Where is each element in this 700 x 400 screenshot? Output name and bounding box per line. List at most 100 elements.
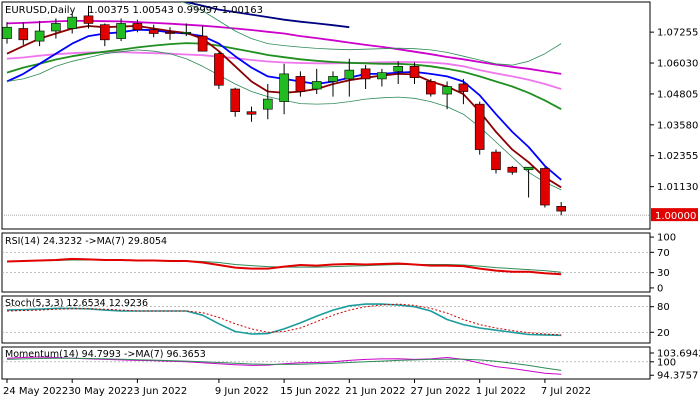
rsi-label: RSI(14) 24.3232 ->MA(7) 29.8054 (5, 236, 167, 247)
price-tick-label-1: 1.06030 (657, 59, 698, 70)
rsi-tick-label-2: 30 (657, 268, 670, 279)
momentum-line-0 (6, 356, 562, 375)
candle-body-11 (181, 31, 192, 34)
candle-body-3 (51, 23, 61, 32)
candle-14 (230, 87, 240, 117)
candle-body-9 (148, 29, 159, 34)
symbol-label: EURUSD,Daily (5, 5, 76, 16)
candle-body-21 (344, 69, 355, 80)
candle-29 (474, 101, 485, 155)
candle-body-18 (295, 76, 306, 92)
candle-body-29 (474, 103, 485, 150)
candle-28 (458, 78, 469, 105)
momentum-tick-label-1: 100 (657, 357, 676, 368)
date-label-3: 9 Jun 2022 (215, 386, 269, 397)
candle-13 (214, 52, 224, 90)
price-plot-area (2, 2, 567, 216)
candle-21 (344, 58, 355, 97)
candle-8 (132, 19, 143, 33)
stoch-tick-label-0: 80 (657, 302, 670, 313)
date-label-1: 30 May 2022 (68, 386, 133, 397)
rsi-tick-label-0: 100 (657, 233, 676, 244)
candle-body-1 (18, 28, 29, 41)
current-price-tag (651, 208, 698, 222)
candle-11 (181, 23, 192, 37)
price-tick-label-3: 1.03580 (657, 120, 698, 131)
candle-body-12 (197, 35, 208, 52)
rsi-panel-frame (1, 232, 651, 293)
current-price-label: 1.00000 (655, 211, 696, 222)
candle-5 (83, 5, 94, 29)
candle-10 (165, 27, 175, 40)
candle-25 (409, 62, 420, 84)
candle-body-7 (116, 23, 126, 39)
momentum-label: Momentum(14) 94.7993 ->MA(7) 96.3653 (5, 349, 206, 360)
price-tick-label-0: 1.07255 (657, 28, 698, 39)
candle-body-13 (214, 53, 224, 86)
candle-2 (34, 20, 45, 47)
ma-line-0 (182, 2, 350, 29)
candle-body-6 (100, 24, 110, 41)
candle-30 (491, 149, 501, 174)
rsi-panel: 100 70 30 0 RSI(14) 24.3232 ->MA(7) 29.8054 (1, 232, 676, 294)
candle-body-23 (377, 72, 387, 80)
candle-19 (311, 68, 322, 95)
candle-body-10 (165, 31, 175, 34)
candle-33 (540, 167, 550, 208)
stoch-line-0 (6, 303, 562, 337)
stoch-line-1 (6, 303, 562, 336)
momentum-tick-label-2: 94.3757 (657, 371, 698, 382)
candle-7 (116, 18, 126, 42)
candle-body-8 (132, 23, 143, 31)
stoch-tick-label-1: 20 (657, 328, 670, 339)
candle-body-5 (83, 15, 94, 24)
date-label-8: 7 Jul 2022 (541, 386, 591, 397)
candle-0 (2, 22, 12, 44)
price-panel-frame (1, 1, 651, 230)
candle-body-25 (409, 66, 420, 78)
candle-body-31 (507, 166, 518, 173)
ma-line-6 (180, 2, 562, 66)
price-tick-label-4: 1.02355 (657, 151, 698, 162)
candle-16 (262, 83, 273, 120)
candle-9 (148, 24, 159, 38)
candle-body-27 (442, 86, 452, 95)
candle-26 (425, 78, 436, 97)
candle-17 (279, 63, 289, 115)
date-axis: 24 May 2022 30 May 2022 3 Jun 2022 9 Jun 20… (3, 379, 591, 397)
candle-body-30 (491, 151, 501, 171)
candle-15 (246, 106, 257, 122)
candle-24 (393, 61, 404, 84)
date-label-7: 1 Jul 2022 (476, 386, 526, 397)
date-label-4: 15 Jun 2022 (280, 386, 340, 397)
candle-body-4 (67, 16, 77, 29)
candle-body-32 (523, 166, 534, 171)
candle-31 (507, 165, 518, 175)
candle-body-19 (311, 81, 322, 90)
candle-body-28 (458, 83, 469, 92)
stochastic-panel: 80 20 Stoch(5,3,3) 12.6534 12.9236 (1, 295, 670, 344)
price-tick-label-5: 1.01130 (657, 182, 698, 193)
candle-body-15 (246, 111, 257, 115)
ohlc-label: 1.00375 1.00543 0.99997 1.00163 (88, 5, 263, 16)
candle-1 (18, 22, 29, 45)
candle-body-0 (2, 26, 12, 39)
candle-23 (377, 68, 387, 87)
candle-4 (67, 13, 77, 34)
momentum-tick-label-0: 103.6942 (657, 348, 700, 359)
candle-body-14 (230, 88, 240, 113)
ma-line-1 (6, 19, 562, 75)
candle-body-26 (425, 81, 436, 95)
date-label-2: 3 Jun 2022 (133, 386, 187, 397)
ma-line-3 (6, 42, 562, 110)
momentum-panel-frame (1, 346, 651, 380)
date-label-5: 21 Jun 2022 (345, 386, 405, 397)
candle-3 (51, 18, 61, 39)
candle-22 (360, 65, 371, 90)
price-tick-label-2: 1.04805 (657, 89, 698, 100)
candle-body-20 (328, 76, 338, 82)
momentum-line-1 (6, 357, 562, 371)
rsi-line-1 (6, 257, 562, 276)
